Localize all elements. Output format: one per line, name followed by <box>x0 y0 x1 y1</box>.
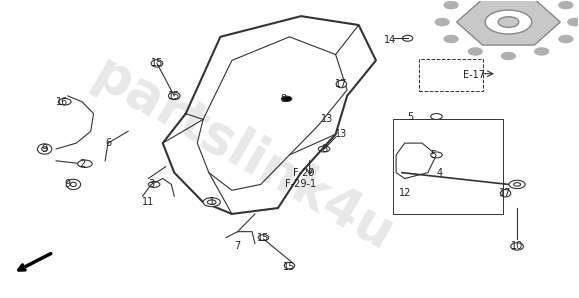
Text: 1: 1 <box>208 197 215 207</box>
Text: partslink4u: partslink4u <box>84 48 403 262</box>
Ellipse shape <box>431 152 442 158</box>
Ellipse shape <box>38 144 52 154</box>
Text: F-29: F-29 <box>293 167 314 178</box>
Circle shape <box>498 17 519 27</box>
Text: 7: 7 <box>234 241 241 252</box>
Circle shape <box>485 10 532 34</box>
Ellipse shape <box>203 198 221 207</box>
Ellipse shape <box>336 80 347 88</box>
Ellipse shape <box>500 190 511 197</box>
Polygon shape <box>457 0 560 45</box>
Text: 3: 3 <box>148 179 154 190</box>
Circle shape <box>559 1 573 9</box>
Ellipse shape <box>284 262 295 269</box>
Text: 14: 14 <box>384 35 397 45</box>
Ellipse shape <box>66 179 80 190</box>
Ellipse shape <box>511 243 523 250</box>
Circle shape <box>559 35 573 43</box>
Text: 15: 15 <box>151 58 163 68</box>
Circle shape <box>444 1 458 9</box>
Text: 8: 8 <box>281 94 287 104</box>
Ellipse shape <box>431 114 442 119</box>
Ellipse shape <box>78 160 92 167</box>
Ellipse shape <box>58 99 71 105</box>
Text: 15: 15 <box>258 232 270 243</box>
Text: 2: 2 <box>79 159 85 169</box>
Text: 12: 12 <box>398 188 411 198</box>
Circle shape <box>534 48 548 55</box>
Text: 11: 11 <box>142 197 155 207</box>
Text: 13: 13 <box>321 114 333 125</box>
Text: 8: 8 <box>321 144 327 154</box>
Ellipse shape <box>281 96 292 102</box>
Text: 16: 16 <box>56 97 68 107</box>
Text: F-29-1: F-29-1 <box>285 179 317 190</box>
Ellipse shape <box>258 235 269 240</box>
Text: 4: 4 <box>436 167 442 178</box>
Text: 5: 5 <box>430 150 437 160</box>
Text: 5: 5 <box>408 111 413 122</box>
Text: 15: 15 <box>168 91 181 101</box>
Ellipse shape <box>168 92 180 100</box>
Text: 6: 6 <box>105 138 111 148</box>
Text: 9: 9 <box>42 144 47 154</box>
Text: 10: 10 <box>511 241 523 252</box>
Ellipse shape <box>509 180 525 189</box>
Text: 15: 15 <box>283 262 296 272</box>
Circle shape <box>435 18 449 26</box>
Text: E-17: E-17 <box>463 70 485 80</box>
Ellipse shape <box>402 35 413 41</box>
Circle shape <box>501 52 515 60</box>
Circle shape <box>568 18 579 26</box>
Text: 13: 13 <box>335 129 347 139</box>
Text: 17: 17 <box>335 79 347 89</box>
Text: 17: 17 <box>500 188 512 198</box>
Circle shape <box>468 48 482 55</box>
Text: 9: 9 <box>65 179 71 190</box>
Ellipse shape <box>151 60 163 67</box>
Circle shape <box>444 35 458 43</box>
